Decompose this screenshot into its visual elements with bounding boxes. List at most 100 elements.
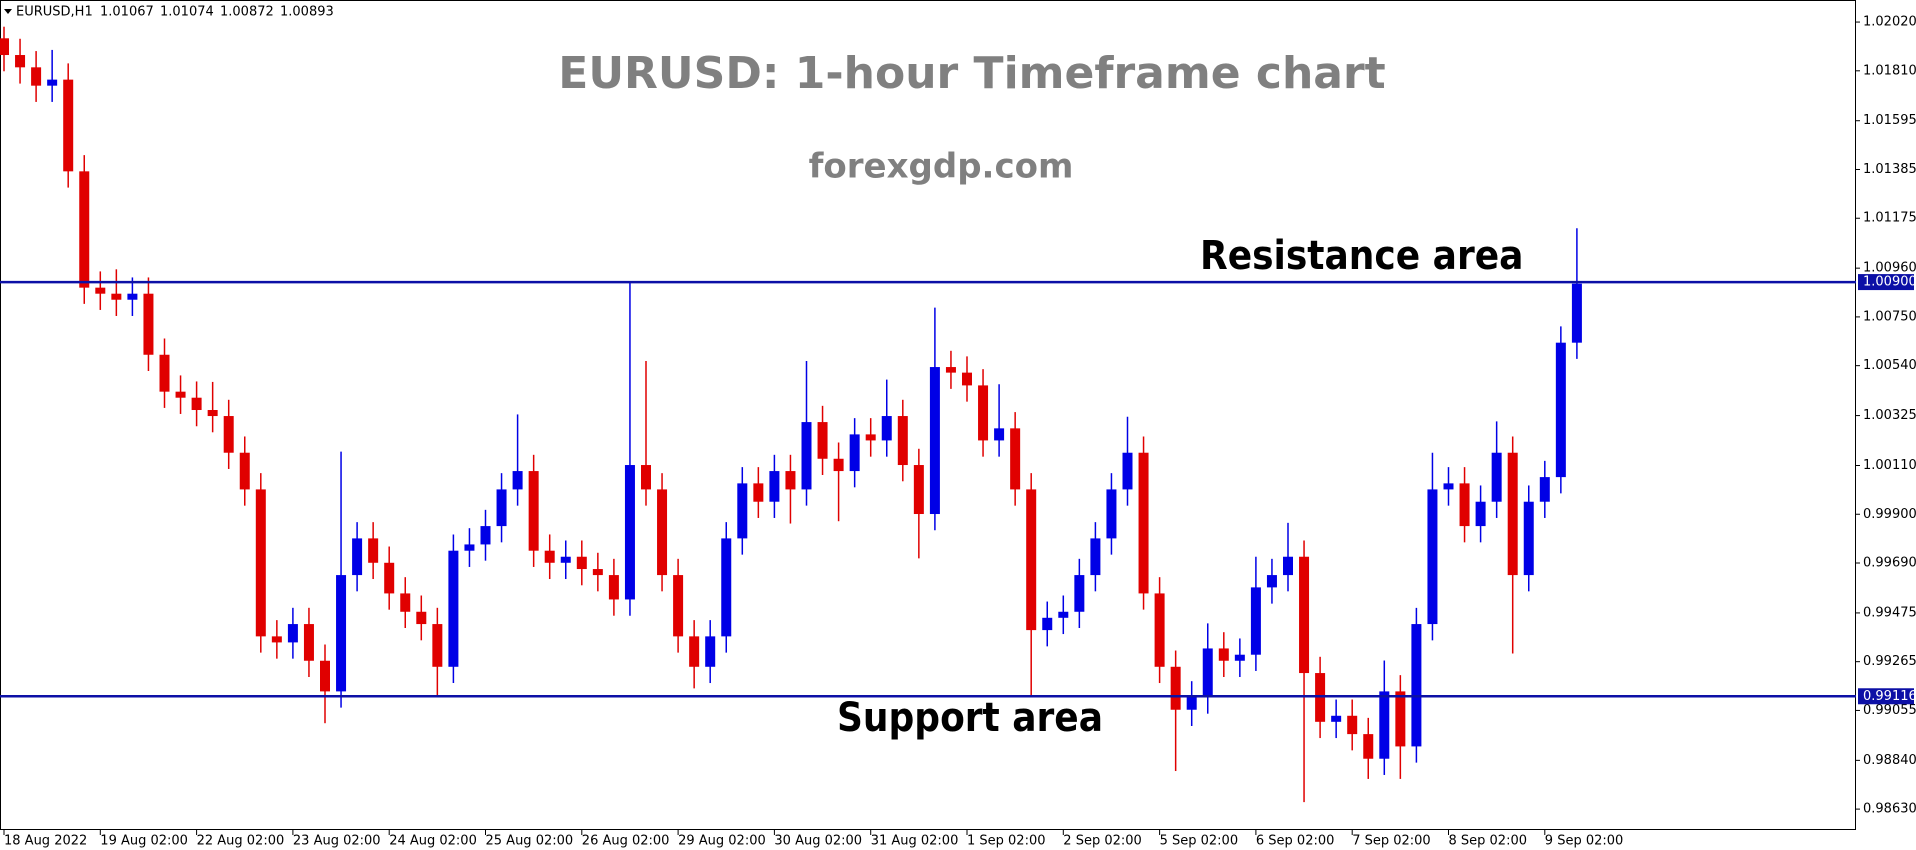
candle-body [368,538,379,563]
x-tick-label: 26 Aug 02:00 [582,834,670,849]
candle-body [881,416,892,441]
candle-body [897,416,908,466]
candle-body [223,416,234,453]
candle-body [1234,654,1245,661]
chart-subtitle: forexgdp.com [809,147,1074,187]
y-tick-label: 1.02020 [1863,15,1916,30]
candle-body [1026,489,1037,631]
y-tick-label: 0.99055 [1863,703,1916,718]
candle-body [31,67,42,86]
y-tick-label: 1.01810 [1863,63,1916,78]
level-label-box [1858,688,1914,705]
candle-body [1459,483,1470,527]
candle-body [1042,617,1053,631]
x-tick-label: 9 Sep 02:00 [1545,834,1624,849]
x-tick-label: 8 Sep 02:00 [1449,834,1528,849]
candle-body [1186,697,1197,710]
candle-body [143,293,154,355]
candle-body [560,556,571,563]
candle-body [1170,666,1181,710]
candle-body [287,624,298,643]
candle-body [271,636,282,643]
x-tick-label: 30 Aug 02:00 [774,834,862,849]
candle-body [1539,477,1550,502]
y-tick-label: 1.01595 [1863,113,1916,128]
candle-body [1250,587,1261,655]
candle-body [1507,452,1518,576]
candle-body [111,293,122,300]
last-bar-value: 1.01074 [160,5,214,20]
y-tick-label: 1.00110 [1863,458,1916,473]
candle-body [63,79,74,172]
candle-body [0,38,9,56]
x-tick-label: 6 Sep 02:00 [1256,834,1335,849]
level-label-box [1858,274,1914,291]
candle-body [1138,452,1149,594]
x-tick-label: 7 Sep 02:00 [1352,834,1431,849]
x-tick-label: 31 Aug 02:00 [871,834,959,849]
candle-body [833,458,844,472]
menu-arrow[interactable] [4,9,12,14]
candle-body [320,660,330,692]
candle-body [929,367,940,515]
candle-body [239,452,250,490]
candle-body [1411,624,1422,747]
last-bar-value: 1.00872 [220,5,274,20]
x-tick-label: 1 Sep 02:00 [967,834,1046,849]
candle-body [1523,501,1534,576]
candle-body [127,293,138,300]
candle-body [191,397,202,411]
candle-body [1491,452,1502,502]
y-tick-label: 1.01175 [1863,211,1916,226]
candle-body [1571,283,1582,343]
level-label: 0.99116 [1863,689,1916,704]
candle-body [448,550,459,667]
y-tick-label: 0.99265 [1863,654,1916,669]
candle-body [1443,483,1454,490]
last-bar-value: 1.00893 [280,5,334,20]
candle-body [528,471,539,551]
candle-body [1218,648,1229,661]
candle-body [1010,428,1021,490]
candle-body [384,562,395,594]
candle-body [753,483,764,502]
candle-body [352,538,363,576]
candle-body [79,171,90,288]
candle-body [336,575,347,692]
symbol: EURUSD,H1 [16,5,93,20]
plot [0,26,1582,803]
x-tick-label: 25 Aug 02:00 [486,834,574,849]
candle-body [608,575,619,600]
candle-body [1122,452,1133,490]
candle-body [721,538,732,637]
candle-body [175,391,186,398]
candle-body [544,550,555,563]
candle-body [913,465,924,515]
y-tick-label: 0.99900 [1863,507,1916,522]
candle-body [480,526,491,545]
candle-body [1331,715,1342,722]
candle-body [15,55,26,68]
candle-body [673,575,684,637]
candle-body [432,624,443,667]
x-tick-label: 18 Aug 2022 [4,834,87,849]
y-tick-label: 0.99475 [1863,605,1916,620]
candle-body [496,489,507,527]
level-label: 1.00900 [1863,275,1916,290]
y-tick-label: 1.00540 [1863,358,1916,373]
candle-body [303,624,314,661]
candle-body [962,372,972,386]
candle-body [1555,342,1566,478]
candle-body [785,471,796,490]
candle-body [657,489,668,576]
candle-body [1266,575,1277,588]
last-bar-value: 1.01067 [100,5,154,20]
candle-body [1090,538,1101,576]
candle-body [801,422,812,490]
candle-body [641,465,651,490]
candle-body [1106,489,1117,539]
candle-body [769,471,780,502]
y-tick-label: 0.98840 [1863,753,1916,768]
